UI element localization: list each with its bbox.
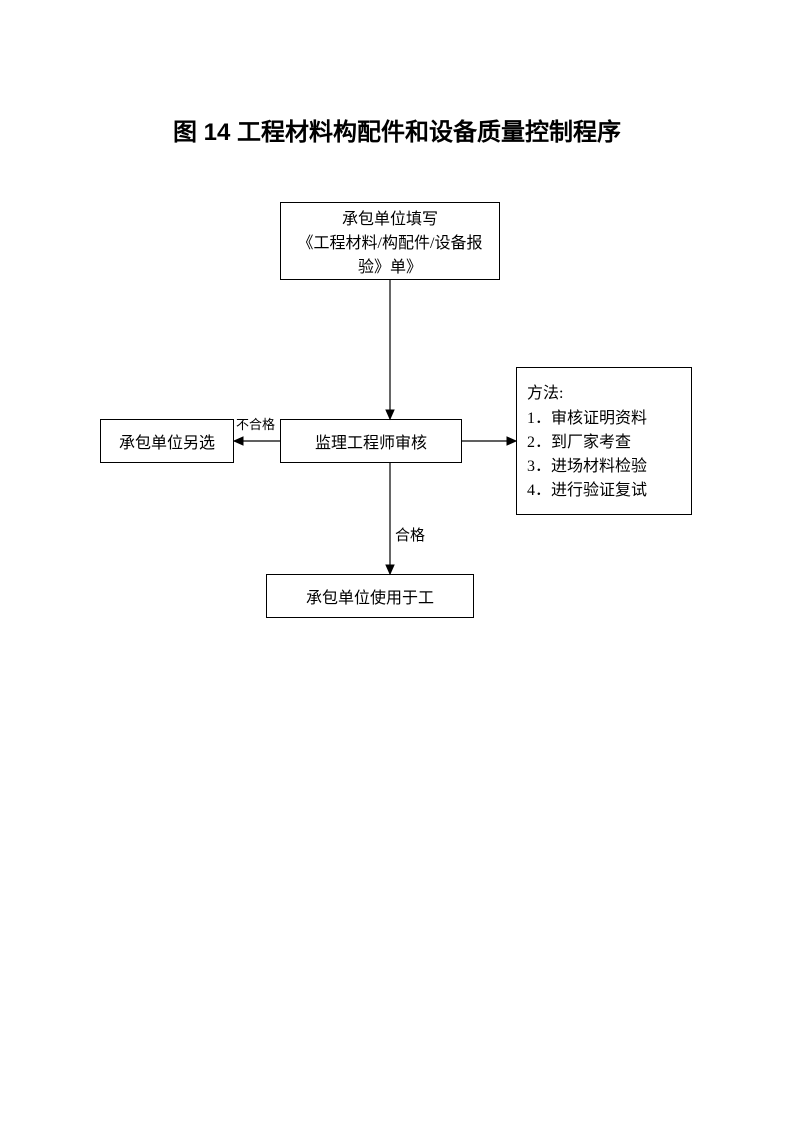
node-fill-form: 承包单位填写 《工程材料/构配件/设备报验》单》 <box>280 202 500 280</box>
methods-item: 2．到厂家考查 <box>527 431 681 455</box>
review-text: 监理工程师审核 <box>315 429 427 453</box>
connectors-svg <box>0 0 794 1123</box>
methods-item: 4．进行验证复试 <box>527 479 681 503</box>
use-text: 承包单位使用于工 <box>306 584 434 608</box>
node-reselect: 承包单位另选 <box>100 419 234 463</box>
methods-item: 1．审核证明资料 <box>527 407 681 431</box>
page-title: 图 14 工程材料构配件和设备质量控制程序 <box>0 112 794 147</box>
methods-title: 方法: <box>527 379 681 403</box>
fill-form-line1: 承包单位填写 <box>342 205 438 229</box>
node-methods: 方法: 1．审核证明资料2．到厂家考查3．进场材料检验4．进行验证复试 <box>516 367 692 515</box>
methods-item: 3．进场材料检验 <box>527 455 681 479</box>
node-use: 承包单位使用于工 <box>266 574 474 618</box>
methods-list: 1．审核证明资料2．到厂家考查3．进场材料检验4．进行验证复试 <box>527 407 681 503</box>
label-pass: 合格 <box>395 524 425 545</box>
reselect-text: 承包单位另选 <box>119 429 215 453</box>
label-fail: 不合格 <box>236 414 275 433</box>
fill-form-line2: 《工程材料/构配件/设备报验》单》 <box>281 229 499 277</box>
node-review: 监理工程师审核 <box>280 419 462 463</box>
